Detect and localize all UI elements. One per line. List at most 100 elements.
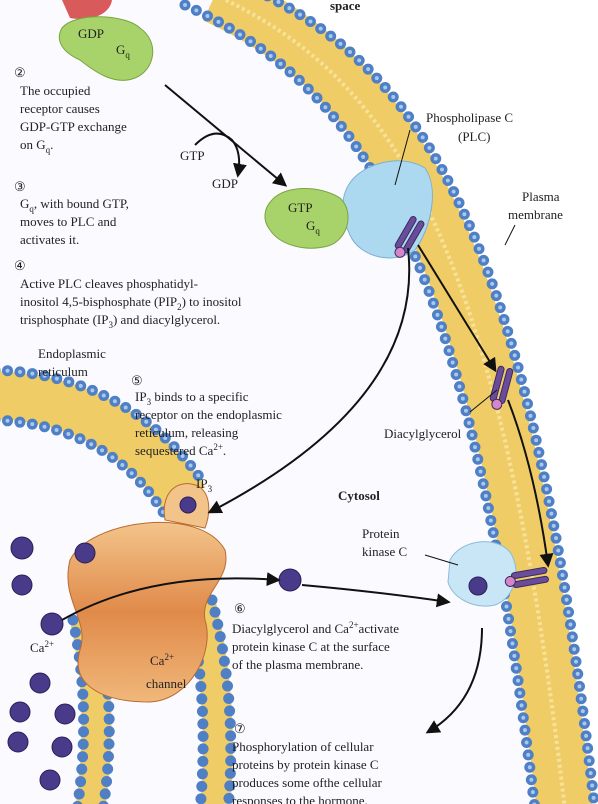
- label: Ca2+: [150, 652, 174, 668]
- text-run: GDP: [212, 176, 238, 191]
- text-run: GTP: [180, 148, 205, 163]
- text-run: IP: [135, 389, 147, 404]
- leader-line: [469, 389, 498, 413]
- label: Endoplasmic: [38, 346, 106, 361]
- label: GDP: [212, 176, 238, 191]
- subscript: 2: [177, 302, 182, 312]
- label: Active PLC cleaves phosphatidyl-: [20, 276, 198, 291]
- text-run: Ca: [30, 640, 45, 655]
- step-number: ④: [14, 258, 26, 273]
- subscript: q: [46, 145, 51, 155]
- label: trisphosphate (IP3) and diacylglycerol.: [20, 312, 220, 330]
- label: Ca2+: [30, 639, 54, 655]
- text-run: GDP-GTP exchange: [20, 119, 127, 134]
- text-run: reticulum, releasing: [135, 425, 239, 440]
- superscript: 2+: [213, 442, 223, 452]
- text-run: activate: [359, 621, 400, 636]
- text-run: ) and diacylglycerol.: [113, 312, 220, 327]
- subscript: 3: [208, 484, 213, 494]
- g-protein-gdp: [58, 16, 154, 81]
- text-run: Cytosol: [338, 488, 380, 503]
- text-run: trisphosphate (IP: [20, 312, 108, 327]
- step-number: ⑤: [131, 373, 143, 388]
- plc: [342, 160, 433, 259]
- text-run: Endoplasmic: [38, 346, 106, 361]
- text-run: Diacylglycerol and Ca: [232, 621, 349, 636]
- text-run: The occupied: [20, 83, 91, 98]
- g-protein-gtp: [264, 188, 349, 249]
- text-run: G: [116, 42, 125, 57]
- subscript: 3: [108, 320, 113, 330]
- text-run: Protein: [362, 526, 400, 541]
- text-run: .: [223, 443, 226, 458]
- text-run: G: [306, 218, 315, 233]
- text-run: , with bound GTP,: [34, 196, 129, 211]
- superscript: 2+: [44, 639, 54, 649]
- diacylglycerol: [394, 216, 549, 589]
- label: Phospholipase C: [426, 110, 513, 125]
- superscript: 2+: [349, 620, 359, 630]
- label: produces some ofthe cellular: [232, 775, 382, 790]
- text-run: Diacylglycerol: [384, 426, 462, 441]
- label: (PLC): [458, 129, 491, 144]
- label: membrane: [508, 207, 563, 222]
- label: IP3 binds to a specific: [135, 389, 249, 407]
- title: space: [330, 0, 361, 13]
- label: reticulum, releasing: [135, 425, 239, 440]
- label: kinase C: [362, 544, 407, 559]
- label: GTP: [180, 148, 205, 163]
- subscript: q: [315, 226, 320, 236]
- text-run: binds to a specific: [151, 389, 249, 404]
- text-run: on G: [20, 137, 46, 152]
- text-run: activates it.: [20, 232, 79, 247]
- subscript: q: [29, 204, 34, 214]
- label: Gq, with bound GTP,: [20, 196, 129, 214]
- text-run: proteins by protein kinase C: [232, 757, 379, 772]
- text-run: sequestered Ca: [135, 443, 214, 458]
- label: sequestered Ca2+.: [135, 442, 226, 458]
- label: GDP-GTP exchange: [20, 119, 127, 134]
- label: IP3: [196, 476, 213, 494]
- ca-ions: [7, 496, 488, 791]
- label: inositol 4,5-bisphosphate (PIP2) to inos…: [20, 294, 242, 312]
- superscript: 2+: [164, 652, 174, 662]
- text-run: receptor causes: [20, 101, 100, 116]
- text-run: receptor on the endoplasmic: [135, 407, 282, 422]
- step-number: ⑦: [234, 721, 246, 736]
- text-run: membrane: [508, 207, 563, 222]
- text-run: IP: [196, 476, 208, 491]
- label: on Gq.: [20, 137, 53, 155]
- text-run: Ca: [150, 653, 165, 668]
- label: activates it.: [20, 232, 79, 247]
- label: Gq: [306, 218, 320, 236]
- text-run: produces some ofthe cellular: [232, 775, 382, 790]
- label: protein kinase C at the surface: [232, 639, 390, 654]
- label: proteins by protein kinase C: [232, 757, 379, 772]
- text-run: responses to the hormone.: [232, 793, 368, 804]
- label: channel: [146, 676, 187, 691]
- text-run: Active PLC cleaves phosphatidyl-: [20, 276, 198, 291]
- labels: GDP Gq GTP GDP GTP Gq Phospholipase C (PLC) Plas…: [14, 26, 563, 804]
- text-run: GTP: [288, 200, 313, 215]
- label: responses to the hormone.: [232, 793, 368, 804]
- label: Gq: [116, 42, 130, 60]
- leader-line: [394, 129, 411, 186]
- label: of the plasma membrane.: [232, 657, 363, 672]
- subscript: 3: [147, 397, 152, 407]
- protein-kinase-c: [447, 541, 517, 607]
- text-run: .: [50, 137, 53, 152]
- text-run: channel: [146, 676, 187, 691]
- leader-line: [504, 224, 516, 246]
- subscript: q: [125, 50, 130, 60]
- label: reticulum: [38, 364, 88, 379]
- text-run: Phospholipase C: [426, 110, 513, 125]
- label: receptor causes: [20, 101, 100, 116]
- text-run: ) to inositol: [182, 294, 242, 309]
- leader-line: [424, 554, 459, 566]
- label: receptor on the endoplasmic: [135, 407, 282, 422]
- text-run: G: [20, 196, 29, 211]
- text-run: kinase C: [362, 544, 407, 559]
- ca-channel: [67, 522, 227, 703]
- label: The occupied: [20, 83, 91, 98]
